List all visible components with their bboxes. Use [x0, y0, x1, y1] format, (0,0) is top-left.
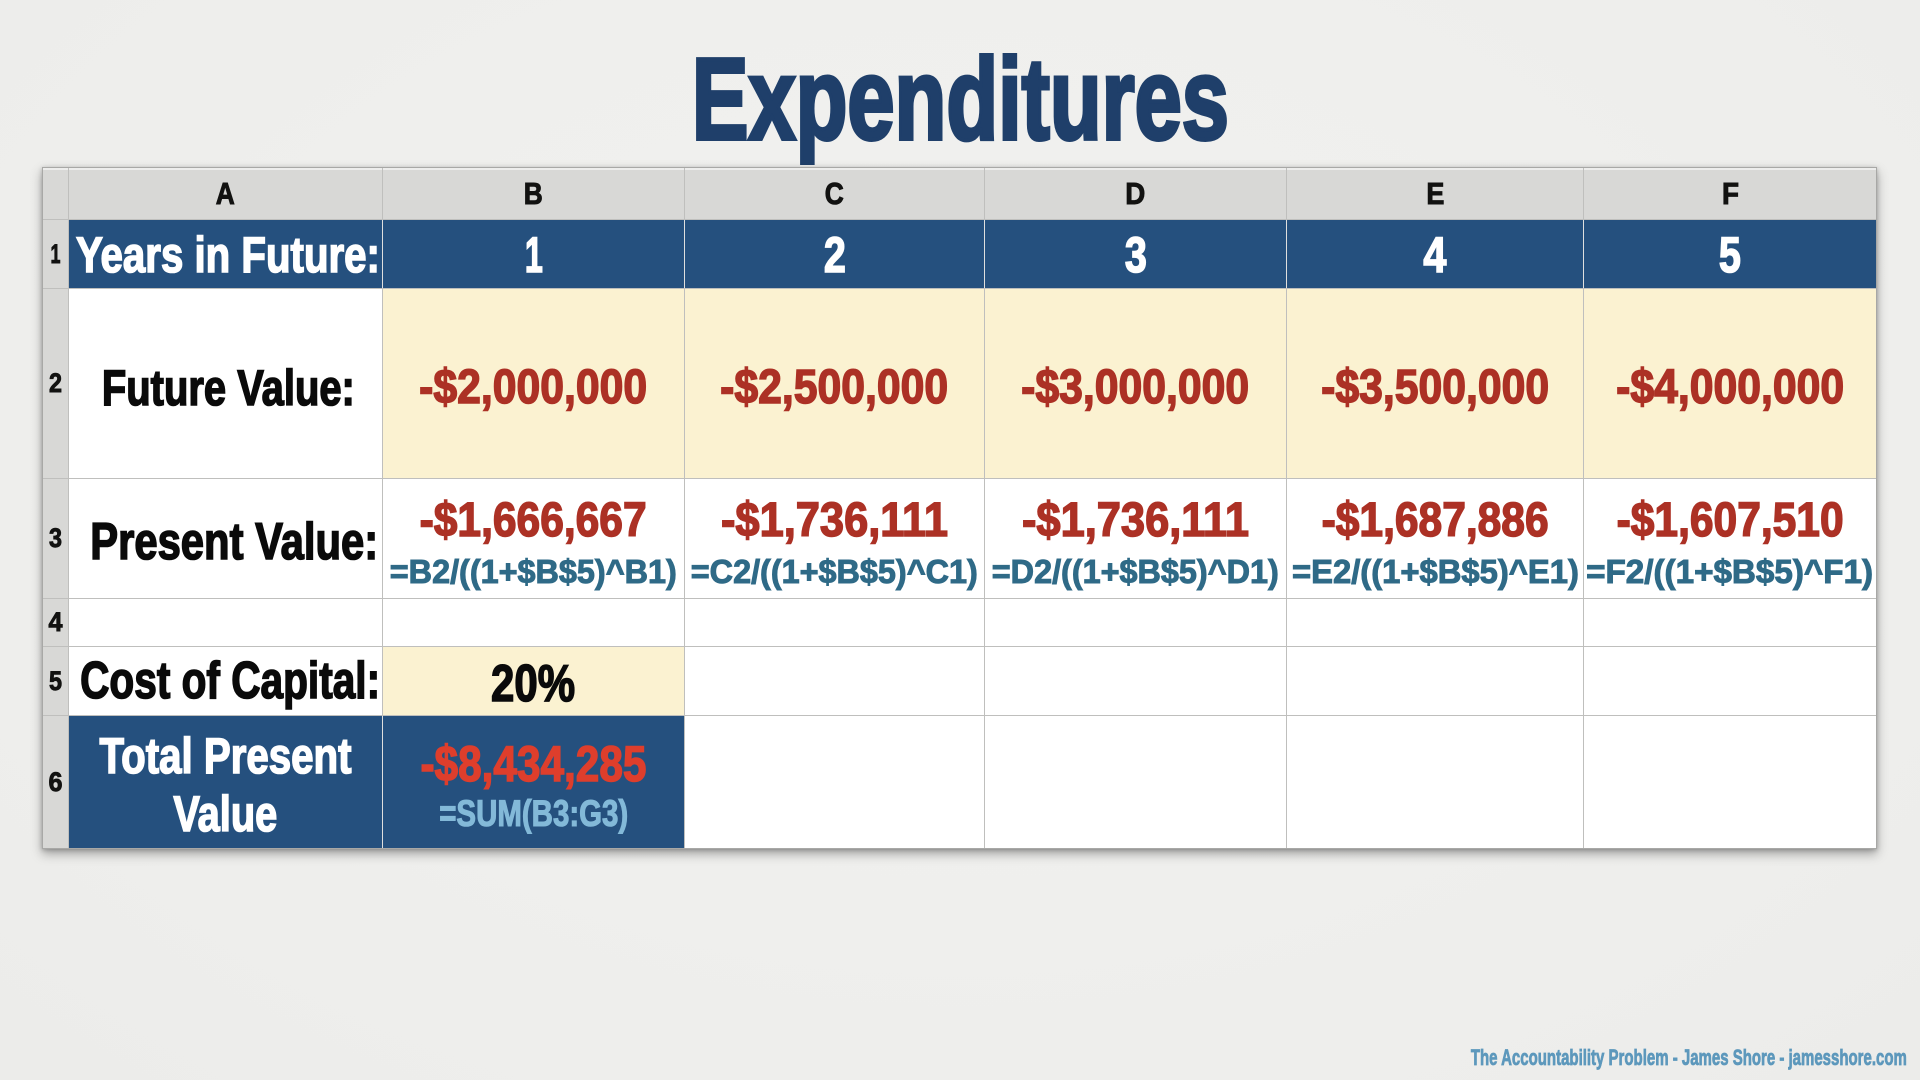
cell-d3: -$1,736,111 =D2/((1+$B$5)^D1) — [985, 479, 1286, 598]
cell-e5 — [1287, 647, 1583, 715]
slide-title-text: Expenditures — [690, 34, 1230, 164]
present-value-4: -$1,687,886 — [1321, 493, 1549, 548]
row-number-5: 5 — [43, 647, 68, 715]
column-header-a: A — [69, 168, 382, 219]
cell-e4 — [1287, 599, 1583, 646]
row-number-6: 6 — [43, 716, 68, 848]
total-formula: =SUM(B3:G3) — [438, 793, 629, 834]
cell-c4 — [685, 599, 984, 646]
cell-f1: 5 — [1584, 220, 1876, 288]
cell-a1: Years in Future: — [69, 220, 382, 288]
cell-d6 — [985, 716, 1286, 848]
footer-credit: The Accountability Problem - James Shore… — [1267, 1045, 1908, 1070]
cell-b3: -$1,666,667 =B2/((1+$B$5)^B1) — [383, 479, 684, 598]
cell-a5: Cost of Capital: — [69, 647, 382, 715]
cell-b2: -$2,000,000 — [383, 289, 684, 478]
present-value-2: -$1,736,111 — [720, 493, 948, 548]
total-present-value: -$8,434,285 — [420, 736, 647, 792]
cell-c5 — [685, 647, 984, 715]
column-header-b: B — [383, 168, 684, 219]
total-label-line2: Value — [173, 785, 278, 843]
cell-b4 — [383, 599, 684, 646]
present-value-formula-4: =E2/((1+$B$5)^E1) — [1291, 552, 1579, 590]
cell-f6 — [1584, 716, 1876, 848]
present-value-formula-5: =F2/((1+$B$5)^F1) — [1586, 552, 1874, 590]
cell-d2: -$3,000,000 — [985, 289, 1286, 478]
footer-credit-text: The Accountability Problem - James Shore… — [1471, 1045, 1908, 1070]
present-value-formula-3: =D2/((1+$B$5)^D1) — [991, 552, 1280, 590]
cell-c2: -$2,500,000 — [685, 289, 984, 478]
present-value-1: -$1,666,667 — [419, 493, 648, 548]
cell-f4 — [1584, 599, 1876, 646]
cell-e1: 4 — [1287, 220, 1583, 288]
present-value-formula-1: =B2/((1+$B$5)^B1) — [389, 552, 678, 590]
column-header-e: E — [1287, 168, 1583, 219]
cell-a6: Total Present Value — [69, 716, 382, 848]
cell-f2: -$4,000,000 — [1584, 289, 1876, 478]
cell-c3: -$1,736,111 =C2/((1+$B$5)^C1) — [685, 479, 984, 598]
spreadsheet-table: A B C D E F 1 Years in Future: 1 2 3 4 5… — [42, 167, 1877, 849]
cell-e3: -$1,687,886 =E2/((1+$B$5)^E1) — [1287, 479, 1583, 598]
total-label-line1: Total Present — [99, 727, 352, 785]
row-number-1: 1 — [43, 220, 68, 288]
cell-c6 — [685, 716, 984, 848]
row-number-3: 3 — [43, 479, 68, 598]
cell-a3: Present Value: — [69, 479, 382, 598]
cell-c1: 2 — [685, 220, 984, 288]
cell-d5 — [985, 647, 1286, 715]
cell-e6 — [1287, 716, 1583, 848]
cell-b6: -$8,434,285 =SUM(B3:G3) — [383, 716, 684, 848]
cell-b5: 20% — [383, 647, 684, 715]
cell-f5 — [1584, 647, 1876, 715]
column-header-c: C — [685, 168, 984, 219]
slide-title: Expenditures — [0, 34, 1920, 164]
row-number-4: 4 — [43, 599, 68, 646]
cell-a2: Future Value: — [69, 289, 382, 478]
present-value-3: -$1,736,111 — [1021, 493, 1249, 548]
column-header-d: D — [985, 168, 1286, 219]
cell-f3: -$1,607,510 =F2/((1+$B$5)^F1) — [1584, 479, 1876, 598]
cell-e2: -$3,500,000 — [1287, 289, 1583, 478]
row-number-2: 2 — [43, 289, 68, 478]
corner-cell — [43, 168, 68, 219]
present-value-5: -$1,607,510 — [1616, 493, 1844, 548]
cell-b1: 1 — [383, 220, 684, 288]
cell-d1: 3 — [985, 220, 1286, 288]
column-header-f: F — [1584, 168, 1876, 219]
present-value-formula-2: =C2/((1+$B$5)^C1) — [690, 552, 979, 590]
cell-a4 — [69, 599, 382, 646]
cell-d4 — [985, 599, 1286, 646]
